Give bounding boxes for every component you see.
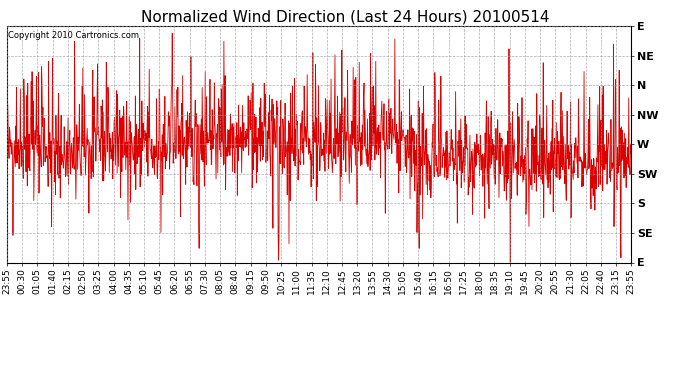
Text: Copyright 2010 Cartronics.com: Copyright 2010 Cartronics.com [8, 31, 139, 40]
Text: Normalized Wind Direction (Last 24 Hours) 20100514: Normalized Wind Direction (Last 24 Hours… [141, 9, 549, 24]
